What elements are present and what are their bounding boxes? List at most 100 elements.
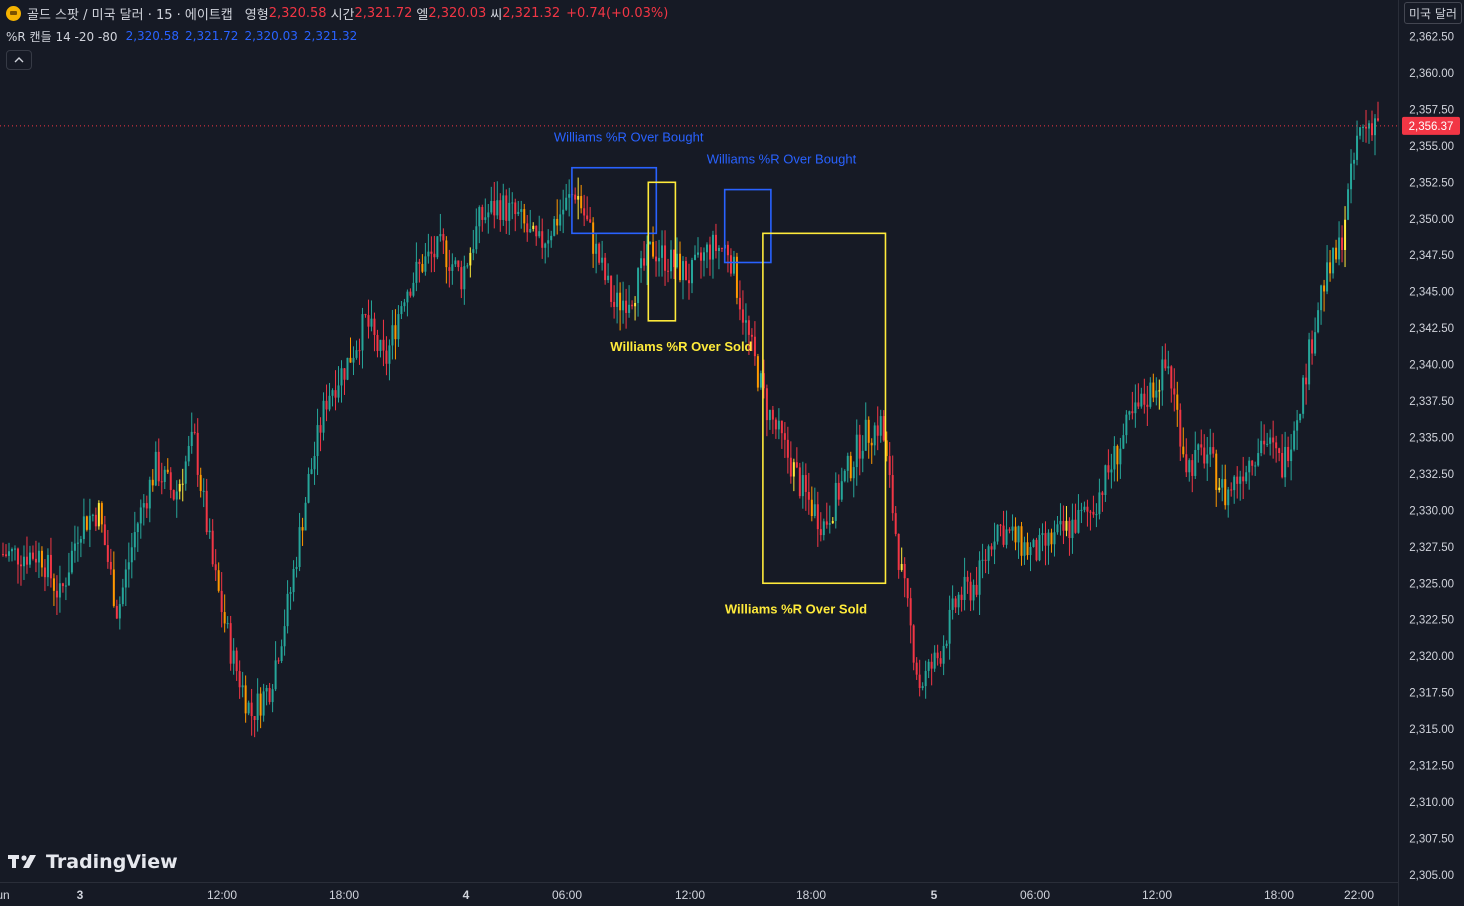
candle-body <box>64 585 67 587</box>
candle-body <box>1320 285 1323 311</box>
candle-body <box>517 211 520 215</box>
candle-body <box>855 434 858 468</box>
candle-body <box>942 645 945 664</box>
candle-body <box>1158 390 1161 392</box>
candle-body <box>831 521 834 524</box>
candle-body <box>151 479 154 486</box>
candle-body <box>556 218 559 226</box>
candle-body <box>864 419 867 451</box>
time-tick-label: 18:00 <box>329 888 359 902</box>
candle-body <box>1083 506 1086 510</box>
candle-body <box>912 625 915 663</box>
candle-body <box>193 431 196 433</box>
price-tick-label: 2,337.50 <box>1409 396 1454 408</box>
candle-body <box>1050 532 1053 545</box>
candle-body <box>622 300 625 311</box>
price-tick-label: 2,320.00 <box>1409 651 1454 663</box>
candle-body <box>1233 476 1236 491</box>
candle-body <box>502 195 505 220</box>
candle-body <box>166 469 169 473</box>
candle-body <box>765 388 768 421</box>
candle-body <box>433 253 436 258</box>
candle-body <box>936 652 939 659</box>
candle-body <box>972 584 975 601</box>
candle-body <box>586 215 589 220</box>
candle-body <box>918 674 921 689</box>
candle-body <box>454 260 457 265</box>
candle-body <box>256 693 259 721</box>
symbol-title[interactable]: 골드 스팟 / 미국 달러 · 15 · 에이트캡 <box>27 7 233 23</box>
candle-body <box>529 228 532 233</box>
candle-body <box>241 685 244 688</box>
price-tick-label: 2,312.50 <box>1409 761 1454 773</box>
candle-body <box>705 244 708 253</box>
candle-body <box>88 515 91 530</box>
close-value: 2,321.32 <box>502 5 561 21</box>
candle-body <box>1116 446 1119 465</box>
price-tick-label: 2,357.50 <box>1409 104 1454 116</box>
candle-body <box>900 563 903 570</box>
low-label: 엘 <box>416 7 429 23</box>
candle-body <box>1377 118 1379 121</box>
candle-body <box>661 245 664 258</box>
candle-body <box>1053 532 1056 545</box>
price-tick-label: 2,347.50 <box>1409 250 1454 262</box>
candle-body <box>682 261 685 281</box>
candle-body <box>634 303 637 307</box>
tradingview-logo: TradingView <box>8 850 178 874</box>
candle-body <box>511 202 514 204</box>
candle-body <box>1347 189 1350 220</box>
price-axis-background <box>1398 0 1464 906</box>
candle-body <box>145 503 148 509</box>
candle-body <box>780 420 783 434</box>
collapse-legend-button[interactable] <box>6 50 32 70</box>
candle-body <box>1293 430 1296 450</box>
candle-body <box>610 275 613 302</box>
candle-body <box>352 357 355 363</box>
candle-body <box>1023 542 1026 556</box>
candle-body <box>1107 465 1110 473</box>
indicator-name[interactable]: %R 캔들 14 -20 -80 <box>6 29 118 44</box>
candle-body <box>673 249 676 268</box>
candle-body <box>888 456 891 476</box>
candle-body <box>1257 453 1260 466</box>
candle-body <box>28 552 31 565</box>
candle-body <box>190 431 193 447</box>
candle-body <box>1005 529 1008 545</box>
candle-body <box>625 300 628 313</box>
candle-body <box>1008 529 1011 531</box>
overbought-label: Williams %R Over Bought <box>707 152 857 167</box>
candle-body <box>915 662 918 675</box>
candle-body <box>10 549 13 552</box>
candle-body <box>274 660 277 690</box>
candle-body <box>708 244 711 260</box>
candle-body <box>508 202 511 221</box>
candle-body <box>445 240 448 268</box>
indicator-value-high: 2,321.72 <box>185 29 239 43</box>
candle-body <box>640 258 643 269</box>
candle-body <box>1068 520 1071 539</box>
candle-body <box>981 559 984 561</box>
candle-body <box>595 243 598 254</box>
candle-body <box>544 243 547 248</box>
candle-body <box>879 416 882 436</box>
candle-body <box>235 650 238 672</box>
time-tick-label: 12:00 <box>675 888 705 902</box>
currency-button[interactable]: 미국 달러 <box>1404 2 1462 24</box>
candle-body <box>100 503 103 525</box>
candle-body <box>439 234 442 237</box>
candle-body <box>412 282 415 296</box>
candle-body <box>46 554 49 578</box>
candle-body <box>286 593 289 627</box>
indicator-legend[interactable]: %R 캔들 14 -20 -80 2,320.58 2,321.72 2,320… <box>6 28 363 44</box>
candle-body <box>142 503 145 508</box>
candle-body <box>370 318 373 327</box>
candle-body <box>85 516 88 530</box>
candle-body <box>343 368 346 380</box>
candle-body <box>76 542 79 544</box>
candle-body <box>181 483 184 485</box>
candle-body <box>4 554 7 556</box>
candle-body <box>762 373 765 389</box>
